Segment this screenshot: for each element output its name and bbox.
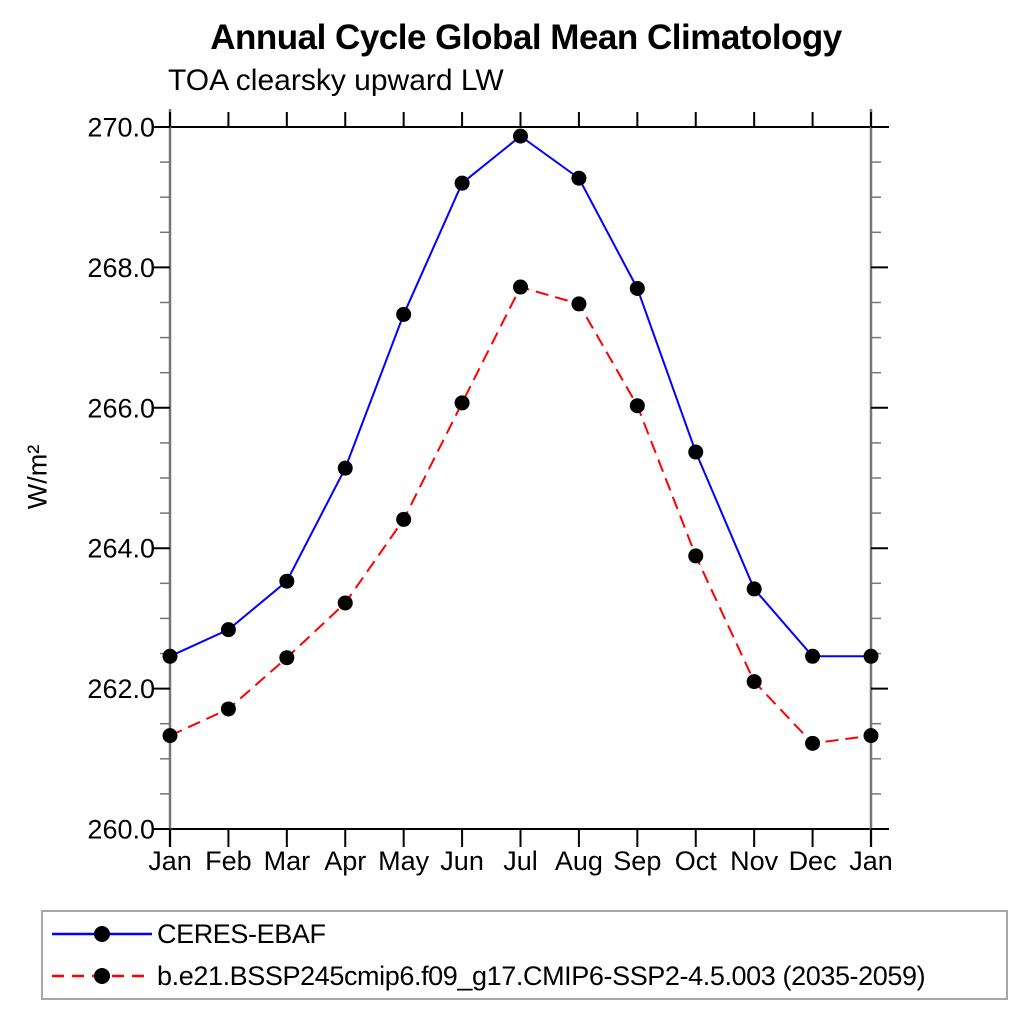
data-point-marker-ceres xyxy=(571,170,587,186)
legend-label-model: b.e21.BSSP245cmip6.f09_g17.CMIP6-SSP2-4.… xyxy=(157,960,926,991)
data-point-marker-model xyxy=(396,511,412,527)
y-tick-label: 264.0 xyxy=(87,534,155,564)
legend-label-ceres: CERES-EBAF xyxy=(157,918,326,949)
data-point-marker-ceres xyxy=(279,573,295,589)
data-point-marker-ceres xyxy=(337,460,353,476)
y-tick-label: 260.0 xyxy=(87,815,155,845)
data-point-marker-ceres xyxy=(396,306,412,322)
y-tick-label: 262.0 xyxy=(87,674,155,704)
data-point-marker-ceres xyxy=(454,175,470,191)
x-tick-label: Jan xyxy=(148,846,192,876)
x-tick-label: Mar xyxy=(264,846,311,876)
data-point-marker-ceres xyxy=(513,128,528,144)
data-point-marker-model xyxy=(863,728,879,744)
x-tick-label: Jan xyxy=(849,846,893,876)
data-point-marker-ceres xyxy=(162,648,178,664)
x-tick-label: Dec xyxy=(789,846,837,876)
data-point-marker-model xyxy=(746,674,762,690)
legend-swatch-solid-line-icon xyxy=(52,926,152,942)
data-point-marker-model xyxy=(805,735,821,751)
x-tick-label: Feb xyxy=(205,846,252,876)
series-line-ceres xyxy=(169,134,871,658)
legend-item-ceres: CERES-EBAF xyxy=(50,919,1006,949)
legend-item-model: b.e21.BSSP245cmip6.f09_g17.CMIP6-SSP2-4.… xyxy=(50,961,1006,991)
legend-swatch-dashed-line-icon xyxy=(52,968,152,984)
data-point-marker-model xyxy=(454,395,470,411)
data-point-marker-model xyxy=(571,296,587,312)
y-tick-label: 270.0 xyxy=(87,113,155,143)
x-tick-label: Aug xyxy=(555,846,603,876)
data-point-marker-model xyxy=(279,650,295,666)
y-tick-label: 268.0 xyxy=(87,253,155,283)
legend: CERES-EBAF b.e21.BSSP245cmip6.f09_g17.CM… xyxy=(41,910,1008,1000)
x-tick-label: Jul xyxy=(503,846,538,876)
y-tick-label: 266.0 xyxy=(87,393,155,423)
series-line-model xyxy=(169,285,872,745)
data-point-marker-ceres xyxy=(220,622,236,638)
data-point-marker-model xyxy=(162,728,178,744)
data-point-marker-model xyxy=(629,398,645,414)
data-point-marker-ceres xyxy=(688,444,704,460)
x-tick-label: Sep xyxy=(613,846,661,876)
data-point-marker-ceres xyxy=(629,280,645,296)
data-point-marker-model xyxy=(220,701,236,717)
data-point-marker-model xyxy=(513,279,528,295)
chart-subtitle: TOA clearsky upward LW xyxy=(168,64,504,97)
x-tick-label: Oct xyxy=(675,846,718,876)
data-point-marker-ceres xyxy=(805,648,821,664)
data-point-marker-ceres xyxy=(746,581,762,597)
x-tick-label: Nov xyxy=(730,846,779,876)
x-tick-label: Jun xyxy=(440,846,484,876)
x-tick-label: May xyxy=(378,846,430,876)
data-point-marker-model xyxy=(337,595,353,611)
chart-title: Annual Cycle Global Mean Climatology xyxy=(210,18,842,57)
x-tick-label: Apr xyxy=(324,846,366,876)
data-point-marker-ceres xyxy=(863,648,879,664)
data-point-marker-model xyxy=(688,548,704,564)
